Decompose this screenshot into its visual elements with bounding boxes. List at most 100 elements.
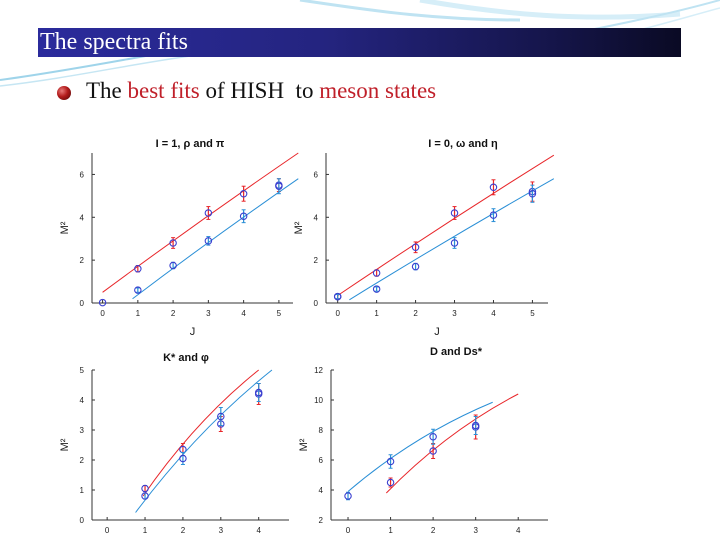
y-tick-label: 0 — [80, 516, 85, 525]
y-tick-label: 4 — [80, 396, 85, 405]
x-tick-label: 2 — [181, 526, 186, 535]
x-tick-label: 0 — [346, 526, 351, 535]
x-tick-label: 4 — [491, 309, 496, 318]
x-tick-label: 3 — [219, 526, 224, 535]
chart-2: 0 1 2 3 4 5 0 2 4 6 I = 0, ω and η M² J — [293, 138, 555, 338]
chart-title: K* and φ — [163, 352, 209, 364]
data-point-red — [429, 447, 437, 455]
x-tick-label: 5 — [277, 309, 282, 318]
data-point-red — [204, 209, 213, 217]
x-tick-label: 3 — [206, 309, 211, 318]
y-tick-label: 12 — [314, 366, 323, 375]
y-tick-label: 2 — [80, 456, 85, 465]
data-point-blue — [141, 492, 149, 500]
x-tick-label: 1 — [136, 309, 141, 318]
fit-line-blue — [135, 369, 273, 513]
data-point-red — [169, 239, 177, 247]
y-tick-label: 4 — [314, 213, 319, 222]
x-tick-label: 0 — [100, 309, 105, 318]
y-tick-label: 6 — [314, 170, 319, 179]
y-tick-label: 6 — [80, 170, 85, 179]
x-tick-label: 1 — [374, 309, 379, 318]
data-point-blue — [239, 212, 248, 220]
y-tick-label: 6 — [319, 456, 324, 465]
fit-line-blue — [349, 178, 555, 301]
fit-line-red — [385, 393, 519, 494]
y-tick-label: 0 — [314, 299, 319, 308]
data-point-blue — [471, 421, 480, 430]
data-point-red — [411, 243, 420, 252]
subtitle-part-2: best fits — [127, 78, 200, 103]
data-point-blue — [528, 189, 537, 198]
y-tick-label: 4 — [319, 486, 324, 495]
fit-line-red — [102, 152, 299, 293]
chart-title: I = 1, ρ and π — [156, 138, 225, 150]
x-axis-label: J — [190, 326, 196, 338]
data-point-blue — [386, 457, 395, 466]
data-point-blue — [450, 239, 459, 247]
fit-line-blue — [347, 401, 493, 492]
fit-line-red — [142, 369, 260, 497]
chart-title: D and Ds* — [430, 346, 483, 358]
subtitle-part-4: meson states — [319, 78, 437, 103]
y-axis-label: M² — [59, 221, 71, 234]
x-tick-label: 2 — [431, 526, 436, 535]
x-tick-label: 2 — [413, 309, 418, 318]
data-point-blue — [169, 261, 177, 270]
x-tick-label: 0 — [105, 526, 110, 535]
y-tick-label: 3 — [80, 426, 85, 435]
fit-line-red — [337, 154, 555, 296]
x-tick-label: 3 — [452, 309, 457, 318]
chart-3: 0 1 2 3 4 0 1 2 3 4 5 K* and φ M² — [59, 352, 289, 535]
fit-line-blue — [132, 178, 299, 300]
x-axis-label: J — [434, 326, 440, 338]
chart-1: 0 1 2 3 4 5 0 2 4 6 I = 1, ρ and π M² J — [59, 138, 299, 338]
data-point-red — [141, 484, 149, 493]
data-point-blue — [429, 432, 437, 441]
x-tick-label: 2 — [171, 309, 176, 318]
data-point-red — [239, 189, 248, 198]
x-tick-label: 4 — [241, 309, 246, 318]
data-point-blue — [179, 454, 187, 463]
data-point-blue — [204, 237, 213, 245]
slide-title: The spectra fits — [40, 29, 188, 55]
data-point-blue — [217, 412, 225, 421]
data-point-blue — [254, 388, 263, 397]
x-tick-label: 4 — [516, 526, 521, 535]
y-axis-label: M² — [298, 438, 310, 451]
y-tick-label: 0 — [80, 299, 85, 308]
y-tick-label: 10 — [314, 396, 323, 405]
data-point-red — [372, 269, 381, 277]
y-tick-label: 5 — [80, 366, 85, 375]
y-tick-label: 8 — [319, 426, 324, 435]
y-axis-label: M² — [293, 221, 305, 234]
data-point-blue — [134, 286, 142, 294]
data-point-red — [450, 209, 459, 217]
x-tick-label: 1 — [388, 526, 393, 535]
y-tick-label: 2 — [314, 256, 319, 265]
x-tick-label: 4 — [256, 526, 261, 535]
y-axis-label: M² — [59, 438, 71, 451]
x-tick-label: 3 — [473, 526, 478, 535]
slide-subtitle: The best fits of HISH to meson states — [86, 78, 436, 104]
y-tick-label: 2 — [80, 256, 85, 265]
chart-title: I = 0, ω and η — [428, 138, 498, 150]
x-tick-label: 5 — [530, 309, 535, 318]
y-tick-label: 2 — [319, 516, 324, 525]
data-point-blue — [489, 211, 498, 219]
x-tick-label: 0 — [335, 309, 340, 318]
x-tick-label: 1 — [143, 526, 148, 535]
data-point-blue — [411, 262, 420, 271]
subtitle-part-1: The — [86, 78, 128, 103]
data-point-red — [386, 478, 395, 487]
data-point-red — [489, 183, 498, 192]
y-tick-label: 1 — [80, 486, 85, 495]
data-point-blue — [333, 292, 342, 301]
data-point-blue — [372, 285, 381, 293]
data-point-red — [134, 264, 142, 273]
subtitle-part-3: of HISH to — [199, 78, 320, 103]
data-point-blue — [275, 182, 283, 190]
bullet-icon — [57, 86, 71, 100]
